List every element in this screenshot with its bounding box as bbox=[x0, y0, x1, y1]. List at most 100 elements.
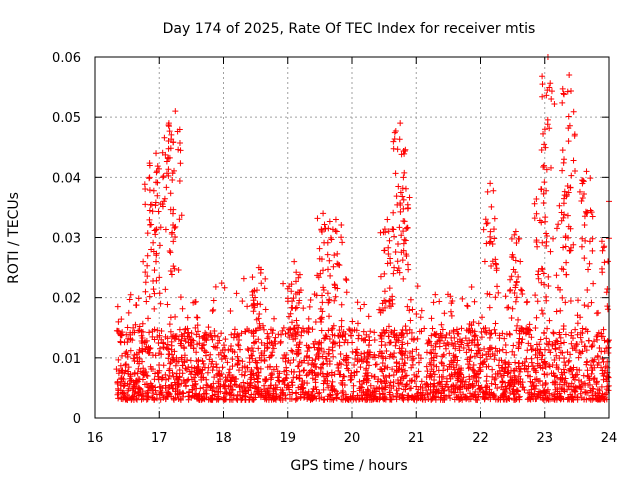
data-point bbox=[267, 352, 274, 359]
data-point bbox=[371, 336, 378, 343]
data-point bbox=[494, 385, 501, 392]
data-point bbox=[365, 387, 372, 394]
data-point bbox=[354, 352, 361, 359]
data-point bbox=[406, 307, 413, 314]
data-point bbox=[239, 358, 246, 365]
data-point bbox=[329, 226, 336, 233]
data-point bbox=[162, 385, 169, 392]
data-point bbox=[400, 240, 407, 247]
data-point bbox=[173, 354, 180, 361]
data-point bbox=[163, 158, 170, 165]
data-point bbox=[545, 341, 552, 348]
data-point bbox=[206, 356, 213, 363]
data-point bbox=[523, 299, 530, 306]
data-point bbox=[436, 298, 443, 305]
data-point bbox=[169, 385, 176, 392]
data-point bbox=[386, 285, 393, 292]
data-point bbox=[283, 371, 290, 378]
data-point bbox=[453, 361, 460, 368]
data-point bbox=[413, 373, 420, 380]
data-point bbox=[250, 300, 257, 307]
data-point bbox=[334, 285, 341, 292]
data-point bbox=[483, 363, 490, 370]
data-point bbox=[214, 340, 221, 347]
data-point bbox=[595, 359, 602, 366]
data-point bbox=[382, 342, 389, 349]
data-point bbox=[327, 392, 334, 399]
data-point bbox=[373, 396, 380, 403]
data-point bbox=[475, 320, 482, 327]
data-point bbox=[490, 392, 497, 399]
data-point bbox=[423, 363, 430, 370]
data-point bbox=[391, 334, 398, 341]
data-point bbox=[169, 351, 176, 358]
data-point bbox=[454, 357, 461, 364]
data-point bbox=[533, 314, 540, 321]
data-point bbox=[517, 365, 524, 372]
data-point bbox=[350, 382, 357, 389]
data-point bbox=[491, 215, 498, 222]
data-point bbox=[200, 360, 207, 367]
data-point bbox=[360, 377, 367, 384]
data-point bbox=[142, 288, 149, 295]
data-point bbox=[407, 296, 414, 303]
data-point bbox=[490, 187, 497, 194]
data-point bbox=[364, 386, 371, 393]
data-point bbox=[353, 349, 360, 356]
data-point bbox=[173, 373, 180, 380]
data-point bbox=[543, 92, 550, 99]
data-point bbox=[126, 296, 133, 303]
data-point bbox=[530, 395, 537, 402]
data-point bbox=[291, 326, 298, 333]
data-point bbox=[517, 286, 524, 293]
data-point bbox=[357, 364, 364, 371]
data-point bbox=[563, 259, 570, 266]
data-point bbox=[319, 308, 326, 315]
data-point bbox=[323, 333, 330, 340]
data-point bbox=[536, 341, 543, 348]
data-point bbox=[293, 269, 300, 276]
data-point bbox=[125, 387, 132, 394]
data-point bbox=[590, 395, 597, 402]
data-point bbox=[471, 298, 478, 305]
data-point bbox=[312, 356, 319, 363]
data-point bbox=[194, 322, 201, 329]
data-point bbox=[176, 216, 183, 223]
data-point bbox=[439, 353, 446, 360]
data-point bbox=[440, 351, 447, 358]
data-point bbox=[170, 139, 177, 146]
data-point bbox=[363, 394, 370, 401]
data-point bbox=[289, 319, 296, 326]
data-point bbox=[510, 254, 517, 261]
data-point bbox=[135, 349, 142, 356]
data-point bbox=[481, 358, 488, 365]
data-point bbox=[168, 382, 175, 389]
data-point bbox=[353, 369, 360, 376]
data-point bbox=[568, 386, 575, 393]
data-point bbox=[144, 252, 151, 259]
data-point bbox=[450, 327, 457, 334]
data-point bbox=[335, 261, 342, 268]
data-point bbox=[479, 314, 486, 321]
data-point bbox=[236, 384, 243, 391]
data-point bbox=[119, 329, 126, 336]
data-point bbox=[342, 330, 349, 337]
data-point bbox=[387, 379, 394, 386]
data-point bbox=[122, 367, 129, 374]
data-point bbox=[444, 378, 451, 385]
data-point bbox=[439, 326, 446, 333]
data-point bbox=[538, 307, 545, 314]
data-point bbox=[218, 356, 225, 363]
data-point bbox=[396, 345, 403, 352]
data-point bbox=[394, 377, 401, 384]
data-point bbox=[335, 367, 342, 374]
data-point bbox=[252, 359, 259, 366]
data-point bbox=[544, 325, 551, 332]
data-point bbox=[535, 275, 542, 282]
data-point bbox=[171, 333, 178, 340]
data-point bbox=[415, 359, 422, 366]
data-point bbox=[594, 353, 601, 360]
data-point bbox=[489, 373, 496, 380]
data-point bbox=[250, 396, 257, 403]
data-point bbox=[391, 129, 398, 136]
